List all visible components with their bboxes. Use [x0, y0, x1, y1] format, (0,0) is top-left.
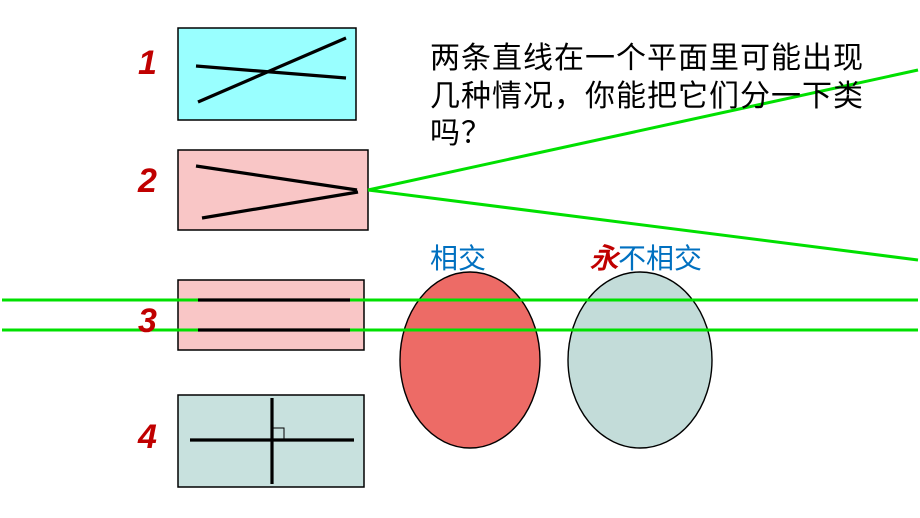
char-yong: 永	[590, 243, 618, 274]
panel-1	[178, 28, 356, 120]
diagram-stage: 1 2 3 4 两条直线在一个平面里可能出现几种情况，你能把它们分一下类吗？ 相…	[0, 0, 920, 518]
panel-number-4: 4	[138, 418, 157, 457]
panel-3	[178, 280, 364, 350]
panel-number-1: 1	[138, 44, 157, 83]
panel-number-3: 3	[138, 302, 157, 341]
label-intersect: 相交	[430, 237, 486, 277]
label-never-intersect: 永不相交	[590, 237, 702, 277]
ellipse-intersect	[400, 272, 540, 448]
panel-number-2: 2	[138, 162, 157, 201]
question-text: 两条直线在一个平面里可能出现几种情况，你能把它们分一下类吗？	[430, 40, 880, 153]
ellipse-never	[568, 272, 712, 448]
chars-never-rest: 不相交	[618, 243, 702, 274]
